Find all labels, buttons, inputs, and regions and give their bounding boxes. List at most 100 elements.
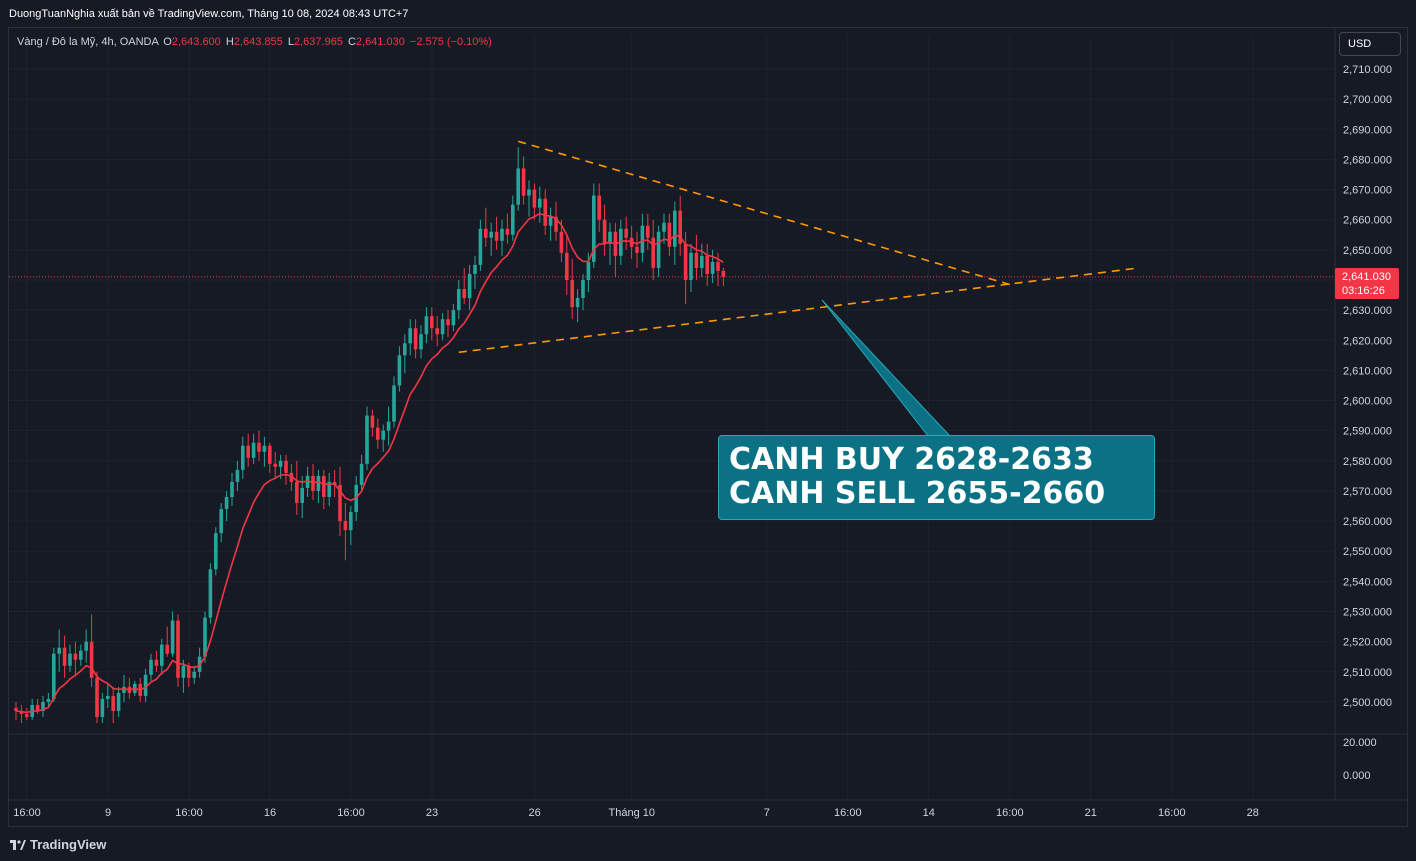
candle-body[interactable] bbox=[111, 695, 115, 711]
trendline[interactable] bbox=[517, 140, 1016, 287]
candle-body[interactable] bbox=[397, 355, 402, 386]
candle-body[interactable] bbox=[52, 653, 56, 699]
candle-body[interactable] bbox=[106, 695, 110, 699]
candle-body[interactable] bbox=[359, 463, 364, 485]
candle-body[interactable] bbox=[435, 328, 439, 335]
candle-body[interactable] bbox=[154, 659, 159, 666]
candle-body[interactable] bbox=[554, 216, 558, 232]
candle-body[interactable] bbox=[214, 533, 218, 570]
candle-body[interactable] bbox=[678, 210, 682, 244]
candle-body[interactable] bbox=[273, 463, 277, 467]
candle-body[interactable] bbox=[176, 620, 180, 678]
candle-body[interactable] bbox=[570, 279, 574, 308]
candle-body[interactable] bbox=[219, 509, 223, 534]
candle-body[interactable] bbox=[500, 228, 504, 241]
candle-body[interactable] bbox=[597, 195, 601, 220]
candle-body[interactable] bbox=[721, 270, 726, 277]
candle-body[interactable] bbox=[505, 228, 510, 235]
candle-body[interactable] bbox=[95, 677, 99, 718]
candle-body[interactable] bbox=[710, 261, 715, 274]
candle-body[interactable] bbox=[116, 692, 121, 711]
candle-body[interactable] bbox=[230, 481, 234, 497]
candle-body[interactable] bbox=[392, 385, 396, 422]
candle-body[interactable] bbox=[170, 620, 175, 654]
candle-body[interactable] bbox=[343, 521, 348, 531]
candle-body[interactable] bbox=[403, 343, 407, 356]
candle-body[interactable] bbox=[419, 334, 423, 350]
candle-body[interactable] bbox=[451, 310, 456, 326]
candle-body[interactable] bbox=[284, 460, 288, 473]
moving-average-line[interactable] bbox=[15, 212, 724, 714]
candle-body[interactable] bbox=[14, 707, 18, 711]
candle-body[interactable] bbox=[100, 698, 105, 718]
candle-body[interactable] bbox=[235, 469, 240, 482]
candle-body[interactable] bbox=[446, 319, 450, 326]
candle-body[interactable] bbox=[548, 216, 553, 226]
candle-body[interactable] bbox=[165, 644, 169, 654]
candle-body[interactable] bbox=[208, 569, 213, 618]
candle-body[interactable] bbox=[473, 264, 477, 274]
candle-body[interactable] bbox=[494, 231, 499, 241]
candle-body[interactable] bbox=[516, 168, 520, 205]
candle-body[interactable] bbox=[316, 475, 321, 491]
candle-body[interactable] bbox=[19, 710, 24, 714]
candle-body[interactable] bbox=[430, 316, 434, 329]
candle-body[interactable] bbox=[295, 481, 299, 504]
candle-body[interactable] bbox=[187, 665, 191, 678]
candle-body[interactable] bbox=[683, 243, 688, 280]
candle-body[interactable] bbox=[424, 316, 429, 335]
candle-body[interactable] bbox=[300, 487, 304, 504]
candle-body[interactable] bbox=[149, 659, 153, 675]
candle-body[interactable] bbox=[602, 219, 607, 244]
candle-body[interactable] bbox=[467, 273, 472, 299]
candle-body[interactable] bbox=[608, 231, 612, 244]
trendline[interactable] bbox=[458, 267, 1140, 354]
candle-body[interactable] bbox=[73, 653, 78, 660]
candle-body[interactable] bbox=[413, 328, 418, 350]
candle-body[interactable] bbox=[257, 442, 261, 452]
candle-body[interactable] bbox=[565, 252, 569, 280]
candle-body[interactable] bbox=[35, 704, 40, 711]
candle-body[interactable] bbox=[640, 225, 645, 253]
candle-body[interactable] bbox=[532, 189, 537, 208]
candle-body[interactable] bbox=[592, 195, 596, 262]
candle-body[interactable] bbox=[521, 168, 526, 196]
candle-body[interactable] bbox=[289, 472, 294, 482]
candle-body[interactable] bbox=[338, 484, 342, 522]
candle-body[interactable] bbox=[246, 445, 250, 458]
candle-body[interactable] bbox=[646, 225, 650, 238]
candle-body[interactable] bbox=[68, 653, 72, 666]
candle-body[interactable] bbox=[440, 319, 445, 335]
candle-body[interactable] bbox=[673, 210, 677, 247]
candle-body[interactable] bbox=[543, 198, 547, 226]
candle-body[interactable] bbox=[143, 674, 148, 696]
candle-body[interactable] bbox=[662, 222, 666, 232]
candle-body[interactable] bbox=[408, 328, 412, 344]
candle-body[interactable] bbox=[181, 665, 186, 678]
candle-body[interactable] bbox=[203, 617, 207, 657]
candle-body[interactable] bbox=[457, 289, 461, 311]
candle-body[interactable] bbox=[586, 261, 591, 280]
candle-body[interactable] bbox=[89, 641, 94, 678]
candle-body[interactable] bbox=[46, 698, 51, 702]
candle-body[interactable] bbox=[251, 442, 256, 458]
candle-body[interactable] bbox=[559, 231, 564, 253]
candle-body[interactable] bbox=[349, 512, 353, 531]
candle-body[interactable] bbox=[376, 427, 380, 440]
candle-body[interactable] bbox=[624, 228, 628, 238]
candle-body[interactable] bbox=[462, 289, 466, 299]
candle-body[interactable] bbox=[79, 650, 83, 660]
candle-body[interactable] bbox=[84, 641, 88, 651]
candle-body[interactable] bbox=[327, 481, 331, 497]
candle-body[interactable] bbox=[370, 415, 375, 428]
tradingview-logo[interactable]: TradingView bbox=[10, 837, 106, 852]
candle-body[interactable] bbox=[365, 415, 369, 464]
candle-body[interactable] bbox=[511, 204, 515, 235]
candle-body[interactable] bbox=[478, 228, 483, 265]
candle-body[interactable] bbox=[527, 189, 531, 196]
candle-body[interactable] bbox=[705, 255, 709, 274]
candle-body[interactable] bbox=[575, 298, 580, 308]
candle-body[interactable] bbox=[694, 252, 699, 268]
candle-body[interactable] bbox=[122, 686, 126, 693]
